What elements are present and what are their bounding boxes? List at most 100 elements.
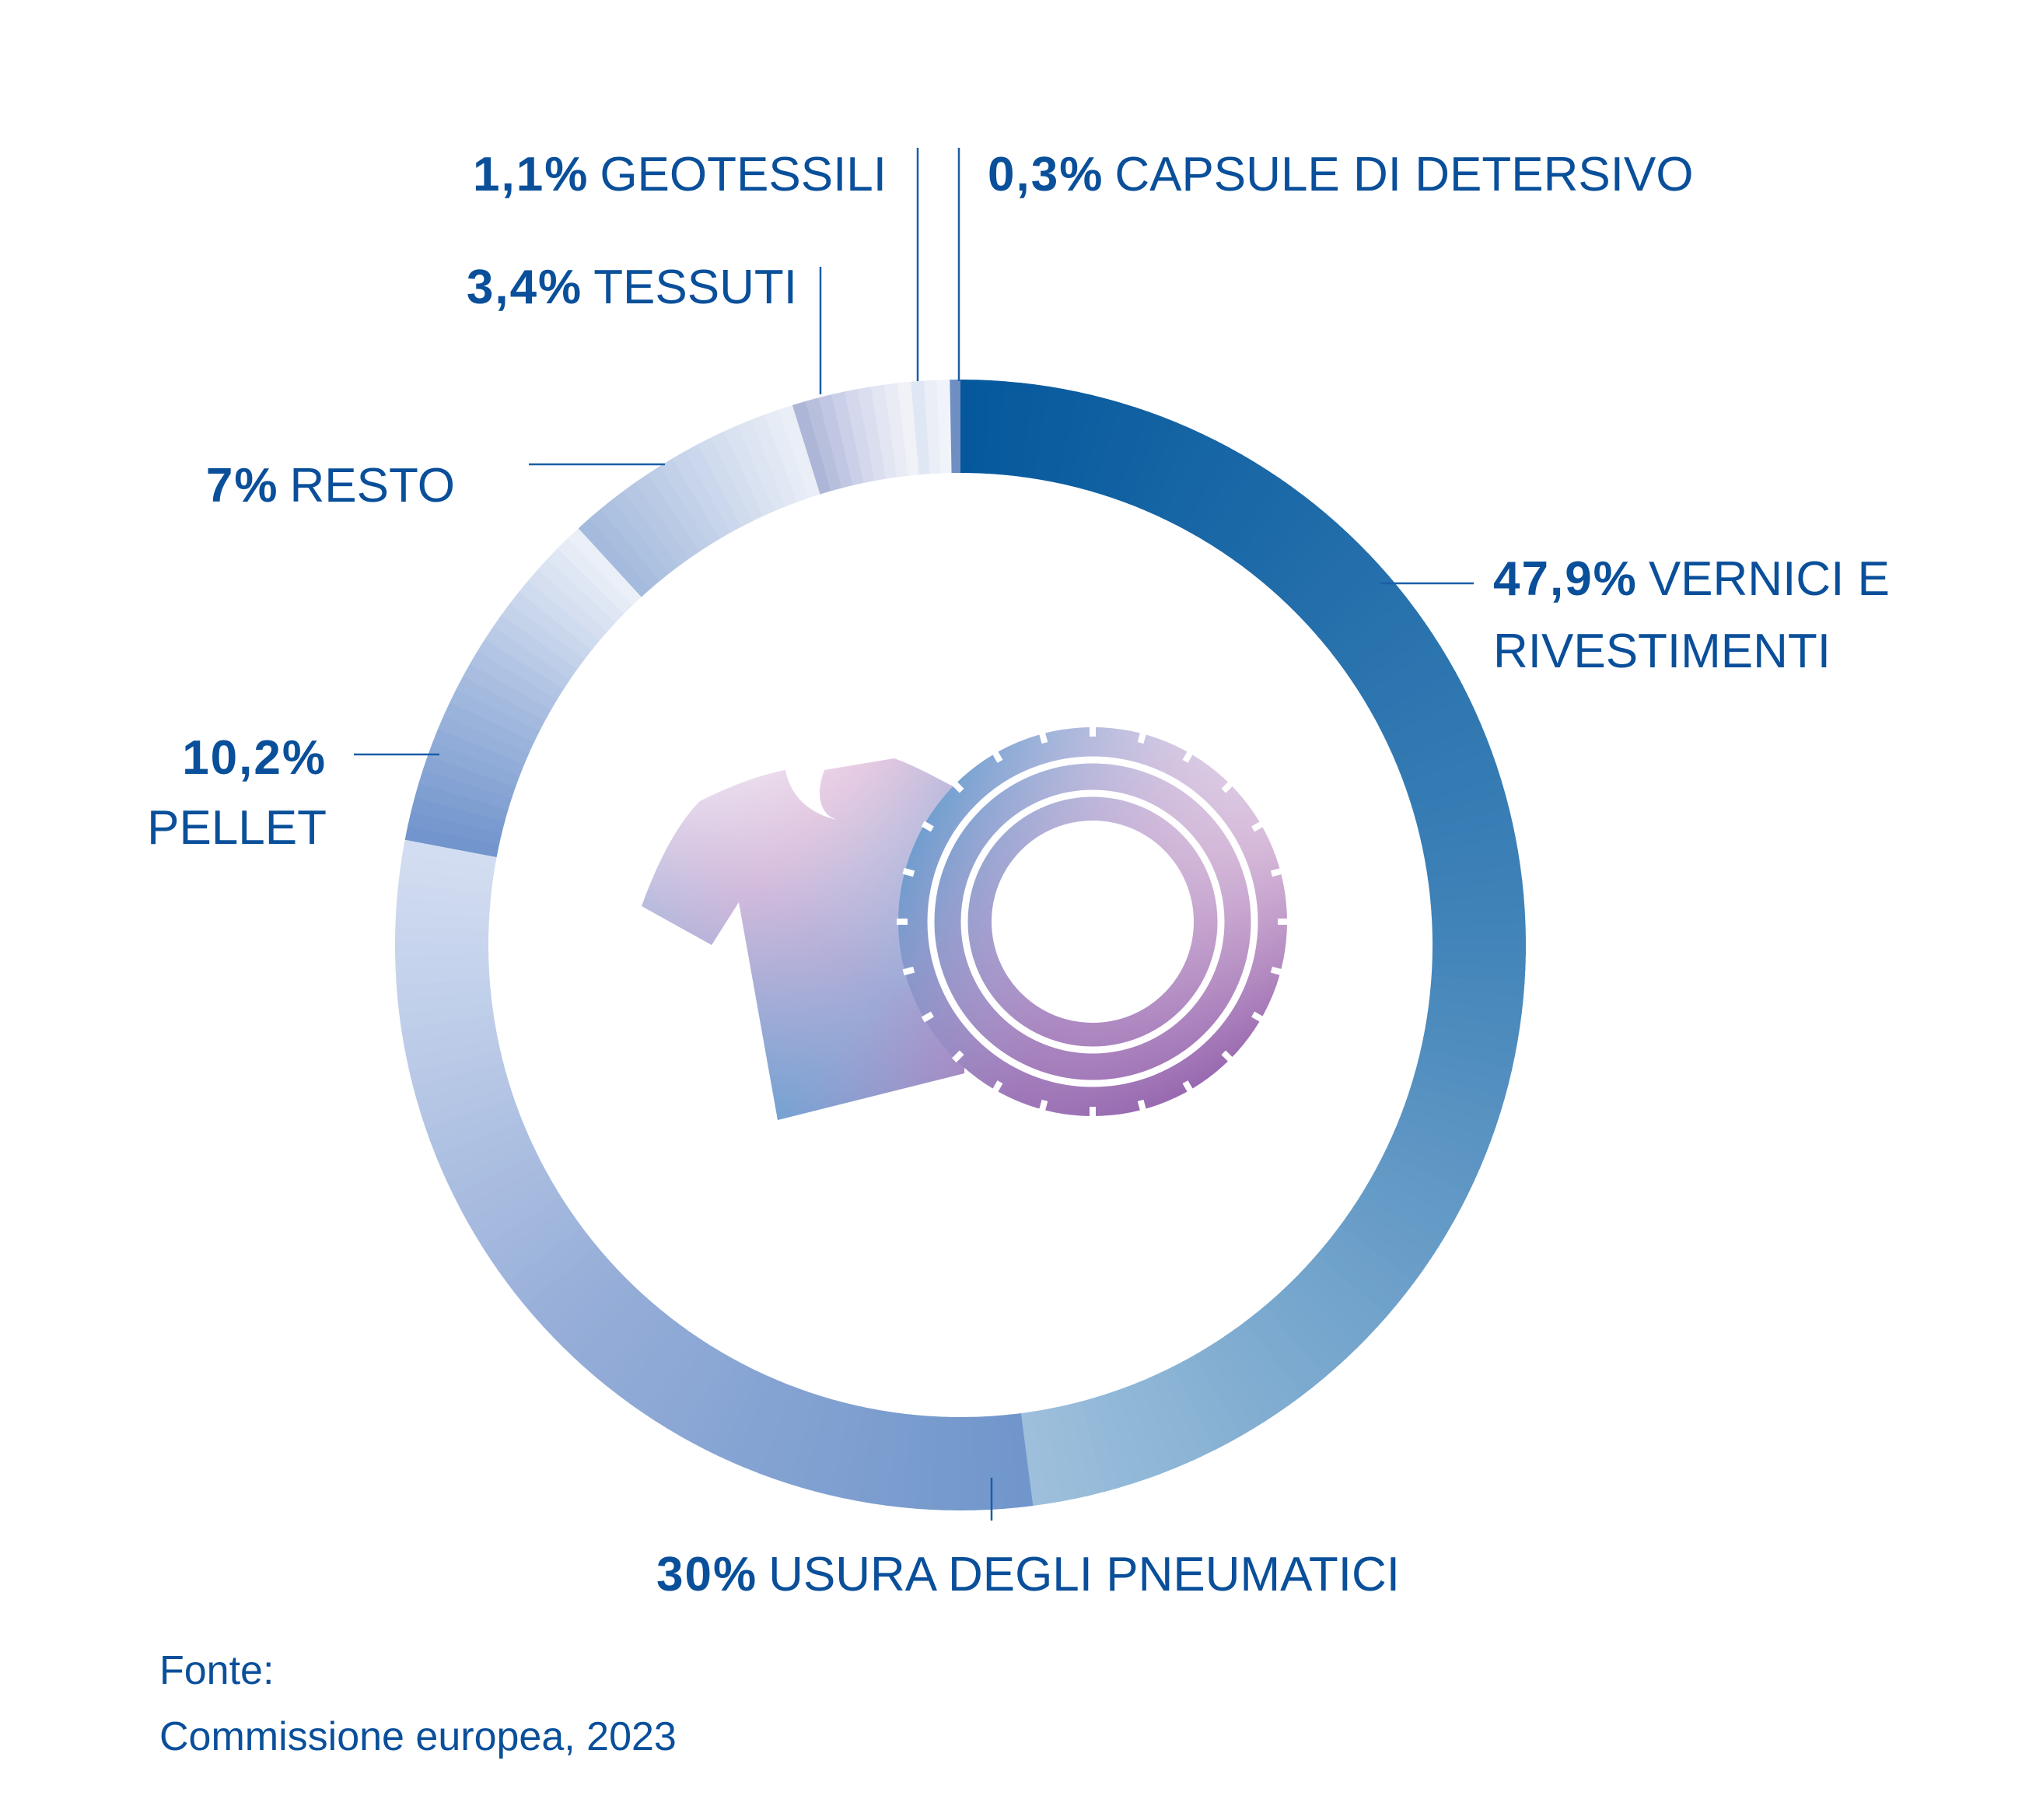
donut-slice-0-band (1384, 697, 1476, 751)
donut-slice-2-band (562, 1280, 639, 1360)
donut-slice-4-band (600, 498, 671, 581)
donut-slice-0-band (1423, 835, 1519, 868)
donut-slice-0-band (1151, 427, 1205, 520)
donut-slice-7 (950, 380, 960, 474)
donut-slice-0-band (1390, 710, 1482, 762)
donut-slice-2-band (429, 1107, 523, 1156)
donut-slice-2-band (771, 1390, 817, 1484)
donut-slice-2-band (704, 1366, 760, 1457)
donut-slice-0-band (1292, 542, 1370, 620)
donut-slice-3-band (432, 726, 526, 776)
source-line-1: Fonte: (159, 1648, 274, 1693)
donut-slice-0-band (1274, 522, 1349, 602)
donut-slice-0-band (1255, 503, 1328, 586)
donut-slice-2-band (396, 895, 491, 918)
donut-slice-0-band (1233, 1321, 1303, 1406)
donut-slice-0-band (1290, 1272, 1368, 1349)
donut-slice-0-band (1408, 765, 1502, 809)
tire-tread (1137, 1099, 1147, 1112)
donut-slice-0-band (1325, 586, 1408, 657)
tire-tread (1270, 867, 1283, 877)
donut-slice-3-band (477, 636, 565, 700)
donut-slice-0-band (1021, 1411, 1048, 1506)
donut-slice-3-band (519, 579, 601, 650)
donut-slice-4-band (659, 457, 722, 545)
donut-slice-3-band (422, 753, 516, 799)
tire-tread (921, 1011, 934, 1023)
donut-slice-0-band (1125, 1381, 1175, 1475)
donut-slice-0-band (1367, 658, 1457, 719)
tire-tread (951, 780, 964, 793)
donut-slice-4-band (698, 436, 754, 527)
donut-slice-0-band (1021, 384, 1051, 479)
donut-slice-0-band (1034, 386, 1065, 481)
donut-slice-0-band (1427, 864, 1523, 893)
donut-slice-0-band (1359, 1185, 1448, 1248)
donut-slice-0-band (1265, 513, 1338, 594)
donut-slice-4-band (778, 404, 820, 499)
donut-slice-2-band (405, 1037, 501, 1073)
donut-slice-0-band (1323, 1235, 1407, 1307)
donut-slice-0-band (1173, 440, 1231, 530)
donut-slice-0-band (1331, 1225, 1415, 1295)
donut-slice-0-band (1117, 411, 1164, 505)
donut-slice-2-band (617, 1320, 686, 1405)
donut-slice-0-band (1253, 1306, 1325, 1388)
donut-slice-0-band (1404, 751, 1498, 797)
donut-slice-2-band (855, 1409, 888, 1504)
donut-slice-0-band (1162, 433, 1218, 525)
donut-slice-0-band (1203, 1342, 1266, 1430)
donut-slice-2-band (653, 1341, 717, 1430)
donut-slice-2-band (744, 1381, 793, 1474)
tire-tread (1038, 1099, 1048, 1112)
donut-slice-2-band (400, 852, 495, 882)
donut-slice-2-band (401, 1013, 496, 1044)
donut-slice-5 (792, 381, 919, 495)
donut-slice-0-band (1352, 1195, 1440, 1259)
donut-slice-2-band (813, 1401, 852, 1496)
donut-slice-0-band (1272, 1290, 1347, 1370)
donut-slice-2-band (481, 1195, 568, 1259)
donut-slice-3-band (509, 590, 593, 660)
donut-slice-0-band (1009, 382, 1037, 478)
donut-slice-0-band (1394, 1118, 1486, 1170)
donut-slice-0-band (1379, 684, 1470, 740)
donut-slice-0-band (985, 380, 1007, 475)
donut-slice-2-band (691, 1360, 749, 1451)
t-shirt-icon (642, 758, 968, 1120)
donut-slice-2-band (799, 1397, 840, 1492)
donut-slice-3-band (493, 613, 579, 680)
tire-tread (902, 867, 915, 877)
donut-slice-3-band (408, 809, 502, 845)
donut-slice-0-band (1360, 646, 1450, 708)
donut-slice-2-band (523, 1244, 605, 1318)
tire-tread (1251, 1011, 1265, 1023)
donut-slice-0-band (1372, 1163, 1462, 1222)
donut-slice-2 (394, 839, 1034, 1510)
donut-slice-3-band (456, 674, 547, 732)
label-vernici: 47,9% VERNICI E (1493, 552, 1890, 606)
donut-slice-0-band (1283, 532, 1360, 611)
donut-slice-0-band (1093, 402, 1136, 497)
donut-slice-2-band (841, 1406, 876, 1502)
donut-slice-4-band (623, 481, 691, 566)
donut-slice-0-band (1429, 988, 1523, 1014)
donut-slice-2-band (403, 1024, 499, 1058)
donut-slice-2-band (497, 1215, 582, 1283)
donut-slice-0-band (1431, 908, 1526, 929)
donut-slice-0-band (1427, 1000, 1523, 1028)
donut-slice-0-band (1403, 1095, 1496, 1142)
donut-slice-0-band (1300, 553, 1380, 628)
donut-slice-4-band (724, 424, 776, 516)
donut-slice-2-band (884, 1412, 912, 1508)
donut-slice-0-band (1432, 923, 1526, 942)
donut-slice-0-band (997, 381, 1022, 476)
donut-slice-5-band (870, 384, 899, 479)
donut-slice-2-band (666, 1348, 727, 1437)
donut-slice-4-band (672, 450, 733, 539)
donut-slice-0-band (1281, 1281, 1358, 1360)
label-resto: 7% RESTO (206, 459, 455, 513)
donut-slice-2-band (606, 1313, 677, 1397)
donut-slice-2-band (595, 1305, 666, 1388)
